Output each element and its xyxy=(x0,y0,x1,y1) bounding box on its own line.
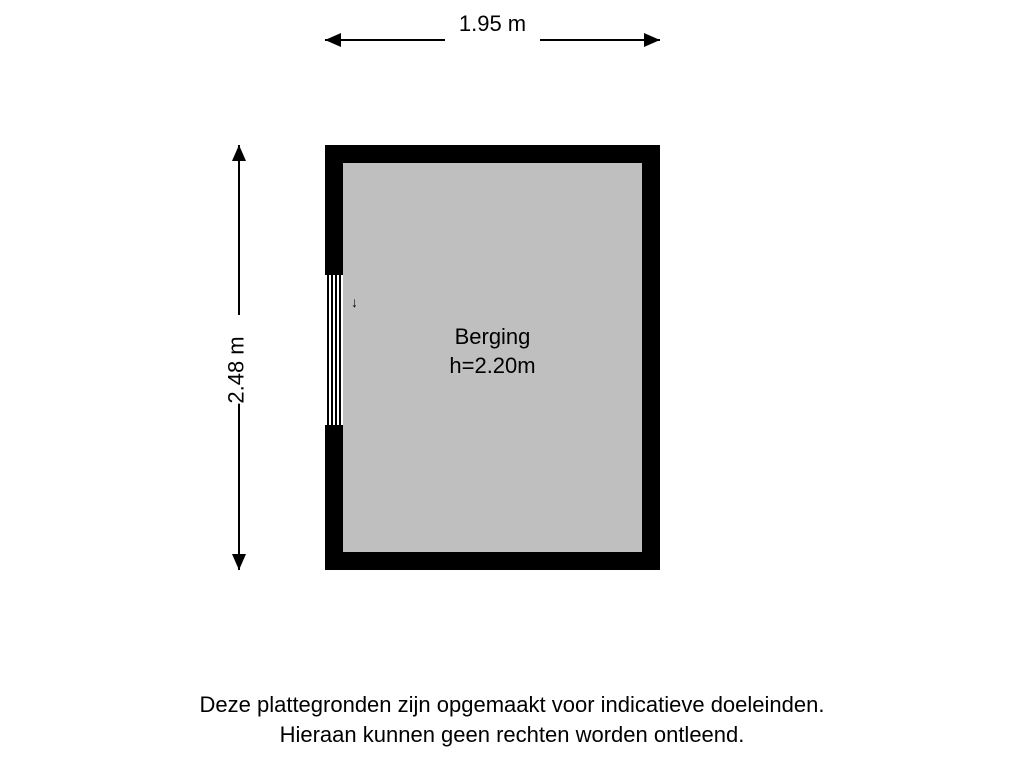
arrow-up-icon xyxy=(232,145,246,161)
room-label: Berging h=2.20m xyxy=(325,323,660,380)
arrow-down-icon xyxy=(232,554,246,570)
room-berging: ↓ Berging h=2.20m xyxy=(325,145,660,570)
disclaimer-text: Deze plattegronden zijn opgemaakt voor i… xyxy=(0,690,1024,749)
disclaimer-line-1: Deze plattegronden zijn opgemaakt voor i… xyxy=(200,692,825,717)
arrow-right-icon xyxy=(644,33,660,47)
dimension-height: 2.48 m xyxy=(225,145,255,570)
floorplan-canvas: 1.95 m 2.48 m ↓ Berging h=2.20m Deze pla… xyxy=(0,0,1024,768)
dimension-width: 1.95 m xyxy=(325,25,660,55)
room-height: h=2.20m xyxy=(449,353,535,378)
dimension-width-label: 1.95 m xyxy=(447,11,538,37)
arrow-left-icon xyxy=(325,33,341,47)
door-swing-arrow-icon: ↓ xyxy=(351,295,358,309)
disclaimer-line-2: Hieraan kunnen geen rechten worden ontle… xyxy=(280,722,745,747)
dimension-height-label: 2.48 m xyxy=(212,336,262,403)
room-name: Berging xyxy=(455,324,531,349)
